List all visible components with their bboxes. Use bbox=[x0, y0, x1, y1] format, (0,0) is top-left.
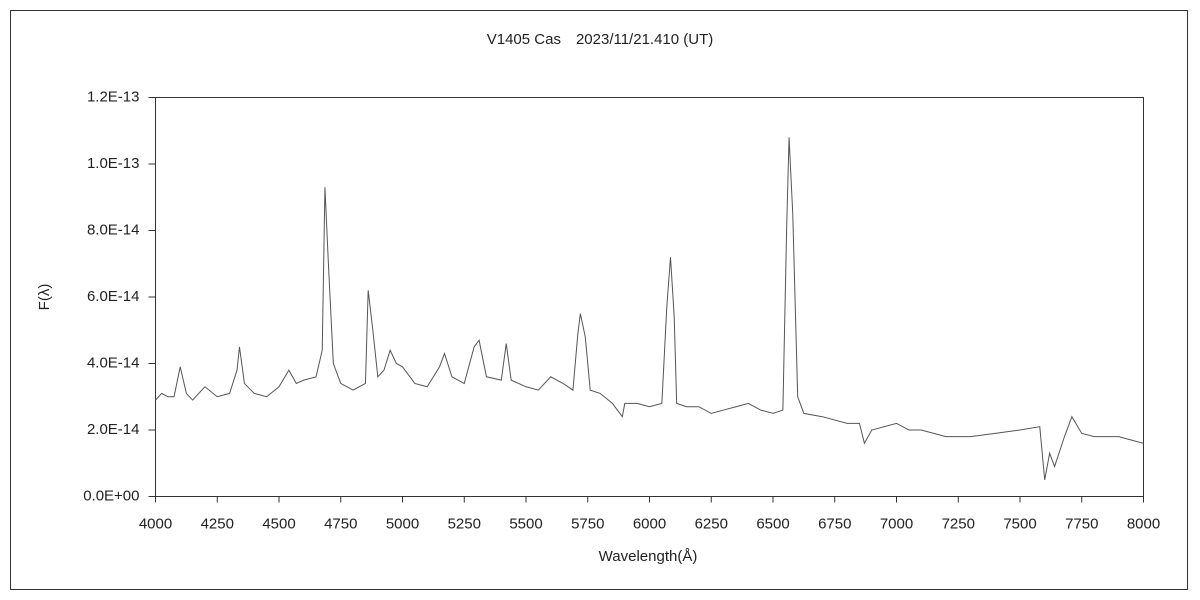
x-tick-label: 4000 bbox=[139, 515, 172, 532]
x-tick-label: 4750 bbox=[324, 515, 357, 532]
x-tick-label: 5250 bbox=[448, 515, 481, 532]
y-tick-label: 8.0E-14 bbox=[87, 221, 140, 238]
x-tick-label: 6750 bbox=[818, 515, 851, 532]
x-tick-label: 4500 bbox=[262, 515, 295, 532]
x-tick-label: 6500 bbox=[756, 515, 789, 532]
x-tick-label: 6000 bbox=[633, 515, 666, 532]
y-tick-label: 4.0E-14 bbox=[87, 354, 140, 371]
x-tick-label: 5000 bbox=[386, 515, 419, 532]
spectrum-line bbox=[155, 137, 1144, 480]
frame bbox=[10, 10, 1188, 590]
y-tick-label: 2.0E-14 bbox=[87, 421, 140, 438]
x-tick-label: 7000 bbox=[880, 515, 913, 532]
x-tick-label: 5750 bbox=[571, 515, 604, 532]
y-tick-label: 1.2E-13 bbox=[87, 88, 140, 105]
y-tick-label: 0.0E+00 bbox=[83, 487, 139, 504]
y-tick-label: 1.0E-13 bbox=[87, 155, 140, 172]
x-tick-label: 7500 bbox=[1003, 515, 1036, 532]
x-tick-label: 4250 bbox=[201, 515, 234, 532]
y-tick-label: 6.0E-14 bbox=[87, 288, 140, 305]
y-axis-label: F(λ) bbox=[36, 284, 53, 311]
x-tick-label: 6250 bbox=[695, 515, 728, 532]
x-tick-label: 7250 bbox=[942, 515, 975, 532]
chart-title: V1405 Cas 2023/11/21.410 (UT) bbox=[487, 31, 714, 48]
x-tick-label: 8000 bbox=[1127, 515, 1160, 532]
x-tick-label: 7750 bbox=[1065, 515, 1098, 532]
x-axis-label: Wavelength(Å) bbox=[599, 548, 698, 565]
x-tick-label: 5500 bbox=[509, 515, 542, 532]
